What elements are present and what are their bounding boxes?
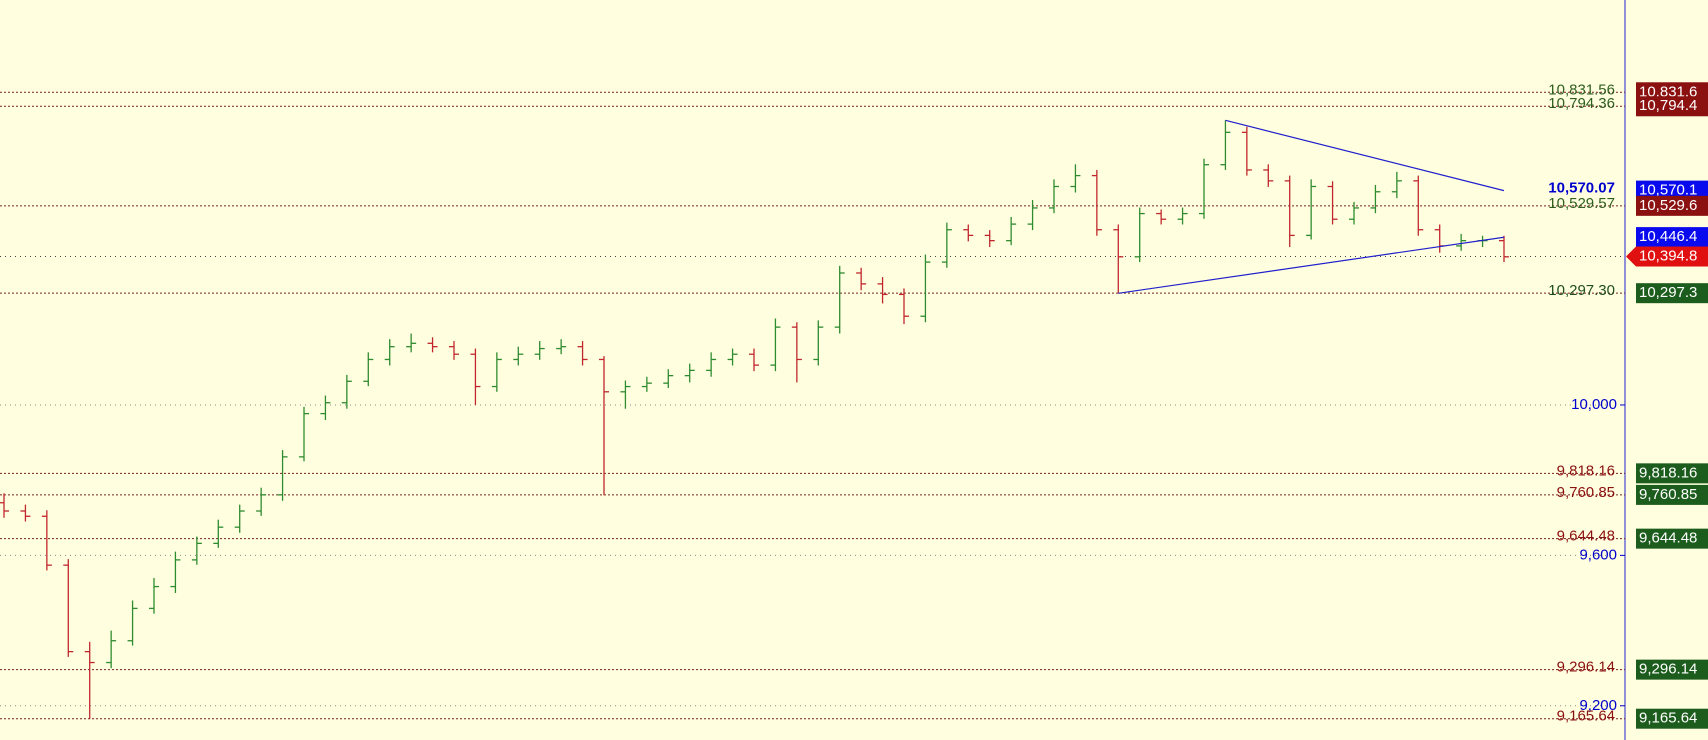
level-box-label: 9,296.14 [1639,661,1697,678]
level-box [1636,246,1708,267]
level-box [1636,96,1708,117]
level-box-label: 9,165.64 [1639,710,1697,727]
level-box [1636,283,1708,304]
level-label: 9,296.14 [1557,659,1615,676]
level-box-label: 10,529.6 [1639,197,1697,214]
level-label: 10,297.30 [1548,282,1615,299]
level-box-label: 9,818.16 [1639,464,1697,481]
trendline [1225,119,1505,192]
level-label: 10,794.36 [1548,95,1615,112]
level-box-label: 9,760.85 [1639,486,1697,503]
y-tick-label: 10,000 [1571,396,1617,413]
trendline [1118,236,1505,294]
level-box [1636,484,1708,505]
level-label: 10,529.57 [1548,195,1615,212]
level-box-label: 10,297.3 [1639,284,1697,301]
level-box [1636,195,1708,216]
level-label: 9,644.48 [1557,528,1615,545]
level-label: 9,165.64 [1557,708,1615,725]
y-tick-label: 9,600 [1579,546,1617,563]
level-box [1636,180,1708,201]
level-box [1636,528,1708,549]
level-box-label: 9,644.48 [1639,530,1697,547]
level-box [1636,708,1708,729]
level-box [1636,227,1708,248]
level-box-label: 10,831.6 [1639,83,1697,100]
level-box [1636,659,1708,680]
level-box [1636,463,1708,484]
level-label: 9,818.16 [1557,462,1615,479]
level-label: 9,760.85 [1557,484,1615,501]
level-box-label: 10,446.4 [1639,228,1697,245]
level-box-label: 10,570.1 [1639,182,1697,199]
level-label: 10,831.56 [1548,81,1615,98]
level-label: 10,570.07 [1548,180,1615,197]
level-box-label: 10,794.4 [1639,97,1697,114]
level-box-label: 10,394.8 [1639,247,1697,264]
current-arrow [1626,246,1636,267]
y-tick-label: 9,200 [1579,697,1617,714]
